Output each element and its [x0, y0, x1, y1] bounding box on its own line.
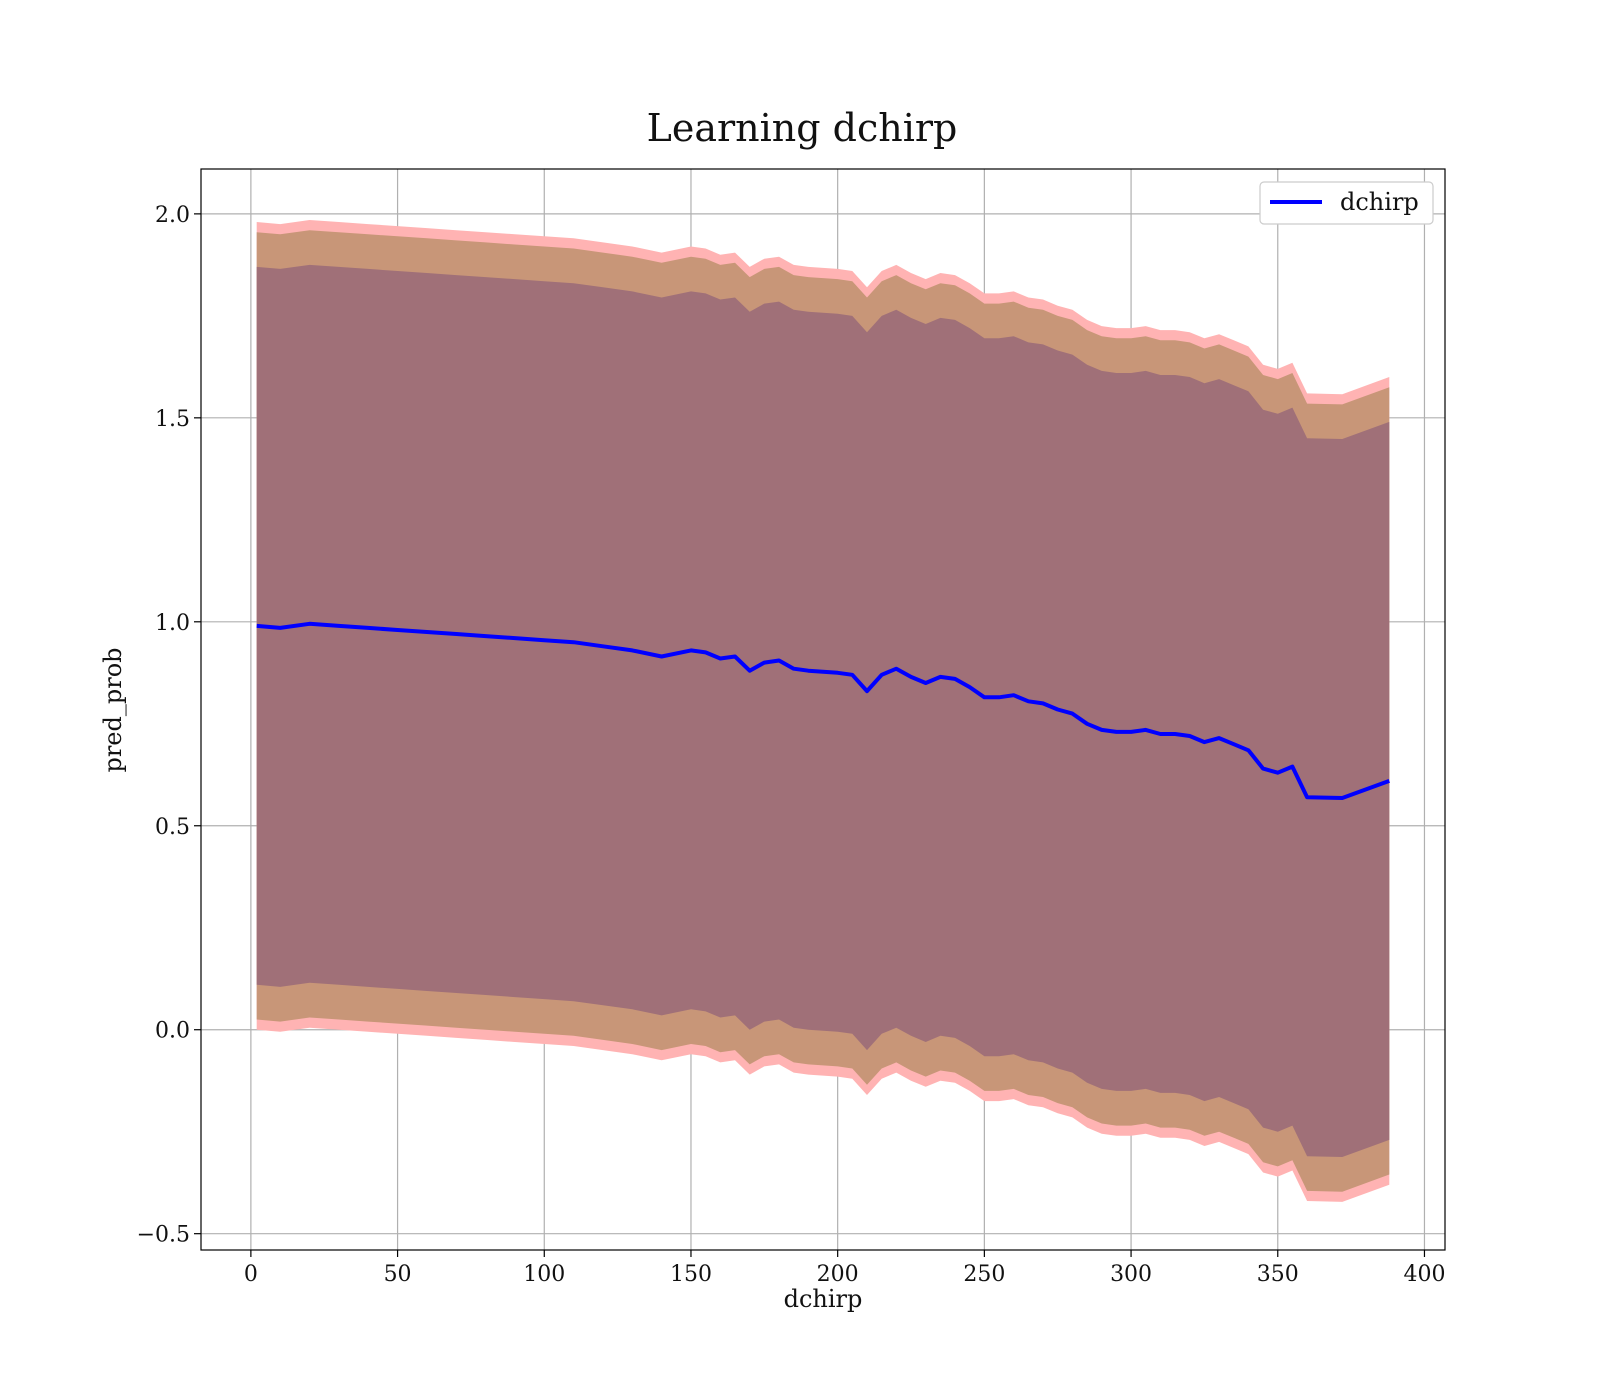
x-tick-label: 100: [523, 1262, 565, 1287]
x-tick-label: 250: [963, 1262, 1005, 1287]
x-tick-label: 400: [1403, 1262, 1445, 1287]
series-lines: [256, 621, 1390, 800]
confidence-bands: [256, 220, 1390, 1202]
x-tick-label: 150: [670, 1262, 712, 1287]
plot-frame: [200, 168, 1446, 1251]
y-tick-label: 1.5: [155, 407, 190, 432]
y-tick-label: 0.5: [155, 815, 190, 840]
y-tick-label: 1.0: [155, 611, 190, 636]
y-axis-label: pred_prob: [99, 647, 127, 772]
x-tick-label: 200: [817, 1262, 859, 1287]
y-tick-label: 2.0: [155, 203, 190, 228]
legend-box: [1259, 181, 1434, 225]
x-tick-label: 0: [244, 1262, 258, 1287]
series-line-dchirp: [256, 621, 1390, 800]
axis-ticks: 0 50 100 150 200 250 300 350 400 −0.5 0.0 0.5 1.0 1.5…: [137, 203, 1446, 1287]
x-tick-label: 300: [1110, 1262, 1152, 1287]
x-tick-label: 350: [1257, 1262, 1299, 1287]
legend-label-dchirp: dchirp: [1340, 188, 1419, 216]
legend: dchirp: [1259, 181, 1434, 225]
x-tick-label: 50: [384, 1262, 412, 1287]
x-axis-label: dchirp: [784, 1285, 863, 1313]
chart-title: Learning dchirp: [647, 106, 958, 150]
y-tick-label: 0.0: [155, 1019, 190, 1044]
y-tick-label: −0.5: [137, 1223, 190, 1248]
band-inner: [256, 264, 1390, 1157]
